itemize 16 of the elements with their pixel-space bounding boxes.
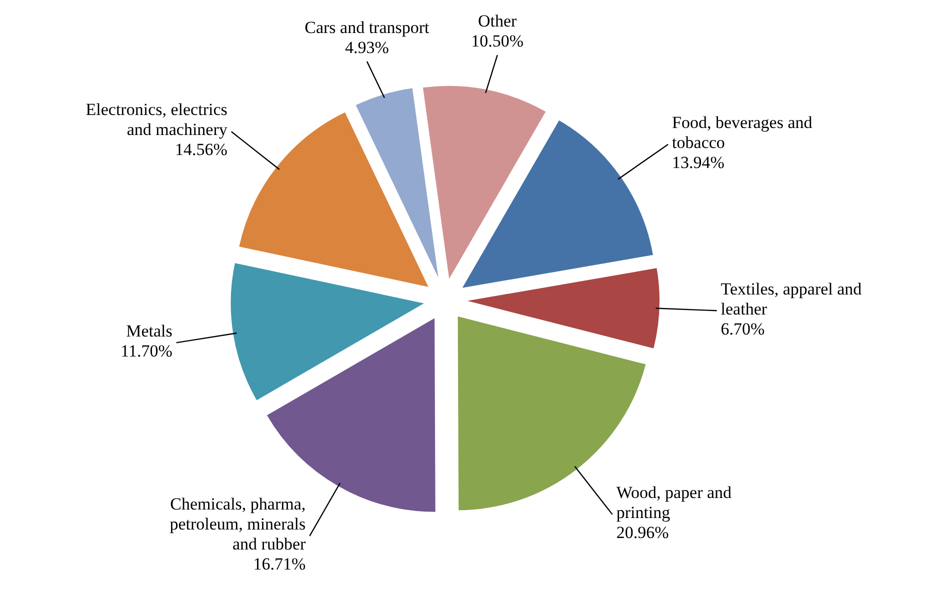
data-label: 10.50% (471, 32, 524, 51)
slice-label: Other (478, 12, 518, 31)
data-label: 6.70% (720, 319, 765, 338)
data-label: 20.96% (616, 523, 669, 542)
data-label: 4.93% (344, 38, 389, 58)
data-label: 14.56% (174, 140, 228, 160)
slice-label: Wood, paper and printing (616, 483, 732, 522)
slice-label: Textiles, apparel and leather (720, 279, 862, 318)
slice-label: Metals (126, 321, 172, 340)
data-label: 13.94% (672, 152, 724, 172)
slice-label: Food, beverages and tobacco (672, 112, 813, 152)
slice-label: Cars and transport (304, 18, 430, 38)
slice-label: Chemicals, pharma, petroleum, minerals and rubber (170, 494, 306, 554)
slice-label: Electronics, electrics and machinery (86, 100, 228, 140)
data-label: 16.71% (253, 554, 306, 574)
data-label: 11.70% (120, 341, 172, 360)
